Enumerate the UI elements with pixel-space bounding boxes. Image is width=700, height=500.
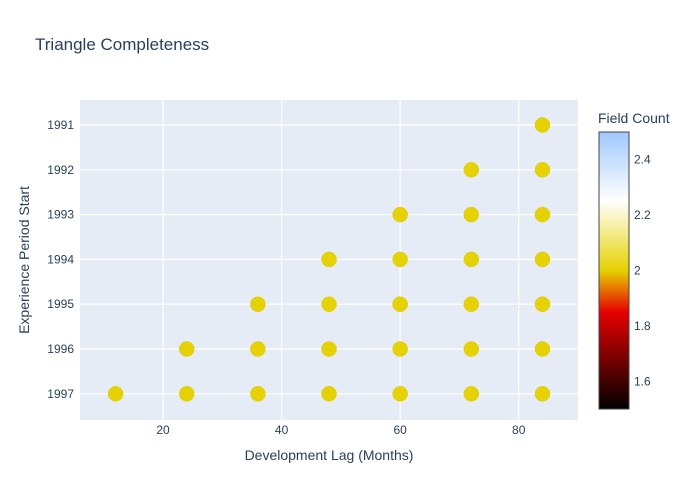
y-tick-label: 1993 [47,208,74,222]
data-point [392,296,408,312]
data-point [178,341,195,357]
x-tick-label: 60 [393,423,407,437]
data-point [321,386,337,402]
data-point [250,386,266,402]
y-tick-label: 1991 [47,118,74,132]
data-point [392,386,408,402]
data-point [534,251,551,268]
data-point [107,386,124,402]
data-point [250,296,266,312]
data-point [534,206,551,223]
x-axis-title: Development Lag (Months) [245,447,414,463]
data-point [178,386,195,402]
colorbar-tick-label: 2.2 [634,208,651,222]
data-point [392,206,408,223]
colorbar-tick-label: 1.6 [634,374,651,388]
data-points [107,117,551,402]
data-point [463,386,480,402]
data-point [463,341,480,357]
data-point [534,296,551,312]
x-axis-ticks: 20 40 60 80 [156,423,525,437]
data-point [463,251,480,268]
y-tick-label: 1996 [47,342,74,356]
colorbar-tick-label: 2.4 [634,153,651,167]
colorbar [598,131,630,410]
data-point [463,162,480,178]
colorbar-tick-label: 2 [634,264,641,278]
data-point [534,117,551,133]
colorbar-title: Field Count [598,110,670,126]
data-point [534,341,551,357]
data-point [463,206,480,223]
data-point [534,162,551,178]
data-point [250,341,266,357]
data-point [392,341,408,357]
y-tick-label: 1995 [47,297,74,311]
data-point [321,296,337,312]
data-point [463,296,480,312]
y-axis-ticks: 1991 1992 1993 1994 1995 1996 1997 [47,118,74,401]
y-tick-label: 1992 [47,163,74,177]
y-tick-label: 1997 [47,387,74,401]
x-tick-label: 40 [275,423,289,437]
x-tick-label: 80 [512,423,526,437]
data-point [321,251,337,268]
x-tick-label: 20 [156,423,170,437]
data-point [392,251,408,268]
data-point [321,341,337,357]
y-tick-label: 1994 [47,252,74,266]
colorbar-ticks: 1.6 1.8 2 2.2 2.4 [634,153,651,389]
y-axis-title: Experience Period Start [16,186,32,334]
colorbar-tick-label: 1.8 [634,319,651,333]
chart-title: Triangle Completeness [35,35,209,54]
data-point [534,386,551,402]
